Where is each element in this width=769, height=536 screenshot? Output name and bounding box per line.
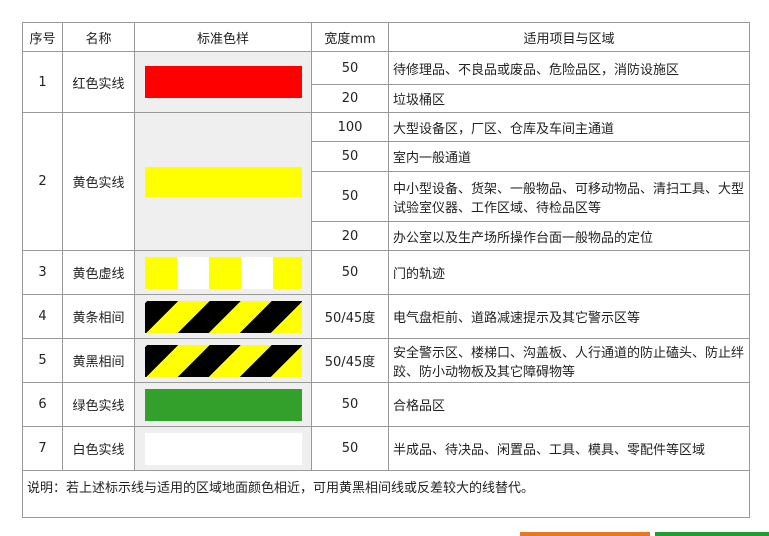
table-row: 2 黄色实线 100 大型设备区，厂区、仓库及车间主通道 (22, 112, 750, 251)
swatch-cell (134, 426, 312, 471)
swatch-cell (134, 250, 312, 295)
swatch-cell (134, 112, 312, 251)
red-solid-swatch (144, 66, 302, 98)
note-row: 说明：若上述标示线与适用的区域地面颜色相近，可用黄黑相间线或反差较大的线替代。 (22, 470, 750, 518)
row-width: 50 (311, 171, 389, 222)
row-width: 50 (311, 51, 389, 85)
row-no: 1 (22, 51, 63, 113)
row-name: 黄黑相间 (62, 338, 135, 383)
table-row: 50 中小型设备、货架、一般物品、可移动物品、清扫工具、大型试验室仪器、工作区域… (23, 171, 750, 222)
row-name: 绿色实线 (62, 382, 135, 427)
row-width: 20 (311, 221, 389, 251)
table-row: 4 黄条相间 50/45度 电气盘柜前、道路减速提示及其它警示区等 (22, 294, 750, 339)
row-width: 50/45度 (311, 338, 389, 383)
row-area: 待修理品、不良品或废品、危险品区，消防设施区 (388, 51, 750, 85)
row-area: 电气盘柜前、道路减速提示及其它警示区等 (388, 294, 750, 339)
yellow-dashed-swatch (144, 256, 302, 289)
row-width: 50 (311, 250, 389, 295)
row-width: 50 (311, 141, 389, 172)
row-area: 办公室以及生产场所操作台面一般物品的定位 (388, 221, 750, 251)
row-area: 门的轨迹 (388, 250, 750, 295)
row-width: 50 (311, 426, 389, 471)
yellow-black-stripe-swatch (144, 300, 302, 333)
header-row: 序号 名称 标准色样 宽度mm 适用项目与区域 (22, 22, 750, 52)
table-row: 50 室内一般通道 (23, 141, 750, 172)
header-name: 名称 (62, 22, 135, 52)
row-width: 100 (311, 112, 389, 142)
table-row: 3 黄色虚线 50 门的轨迹 (22, 250, 750, 295)
marking-line-table: 序号 名称 标准色样 宽度mm 适用项目与区域 1 红色实线 50 待修理品、不… (22, 22, 750, 518)
table-row: 20 办公室以及生产场所操作台面一般物品的定位 (23, 221, 750, 251)
note-text: 说明：若上述标示线与适用的区域地面颜色相近，可用黄黑相间线或反差较大的线替代。 (22, 470, 750, 518)
row-no: 3 (22, 250, 63, 295)
row-area: 室内一般通道 (388, 141, 750, 172)
header-no: 序号 (22, 22, 63, 52)
row-no: 6 (22, 382, 63, 427)
row-no: 5 (22, 338, 63, 383)
swatch-cell (134, 51, 312, 113)
row-width: 20 (311, 84, 389, 113)
table-row: 20 垃圾桶区 (23, 84, 750, 113)
row-name: 黄色实线 (62, 112, 135, 251)
row-area: 中小型设备、货架、一般物品、可移动物品、清扫工具、大型试验室仪器、工作区域、待检… (388, 171, 750, 222)
row-no: 4 (22, 294, 63, 339)
white-solid-swatch (144, 432, 302, 465)
row-area: 垃圾桶区 (388, 84, 750, 113)
row-name: 黄色虚线 (62, 250, 135, 295)
header-width: 宽度mm (311, 22, 389, 52)
table-row: 1 红色实线 50 待修理品、不良品或废品、危险品区，消防设施区 (22, 51, 750, 113)
table-row: 7 白色实线 50 半成品、待决品、闲置品、工具、模具、零配件等区域 (22, 426, 750, 471)
yellow-black-stripe-swatch (144, 344, 302, 377)
green-button-edge[interactable] (655, 532, 769, 536)
swatch-cell (134, 382, 312, 427)
row-no: 2 (22, 112, 63, 251)
row-name: 黄条相间 (62, 294, 135, 339)
table-row: 6 绿色实线 50 合格品区 (22, 382, 750, 427)
orange-button-edge[interactable] (520, 532, 650, 536)
row-area: 合格品区 (388, 382, 750, 427)
yellow-solid-swatch (144, 166, 302, 197)
swatch-cell (134, 294, 312, 339)
row-area: 大型设备区，厂区、仓库及车间主通道 (388, 112, 750, 142)
green-solid-swatch (144, 388, 302, 421)
row-width: 50 (311, 382, 389, 427)
row-area: 半成品、待决品、闲置品、工具、模具、零配件等区域 (388, 426, 750, 471)
swatch-cell (134, 338, 312, 383)
row-area: 安全警示区、楼梯口、沟盖板、人行通道的防止磕头、防止绊跤、防小动物板及其它障碍物… (388, 338, 750, 383)
row-no: 7 (22, 426, 63, 471)
table-row: 5 黄黑相间 50/45度 安全警示区、楼梯口、沟盖板、人行通道的防止磕头、防止… (22, 338, 750, 383)
row-name: 白色实线 (62, 426, 135, 471)
row-name: 红色实线 (62, 51, 135, 113)
row-width: 50/45度 (311, 294, 389, 339)
header-area: 适用项目与区域 (388, 22, 750, 52)
header-swatch: 标准色样 (134, 22, 312, 52)
